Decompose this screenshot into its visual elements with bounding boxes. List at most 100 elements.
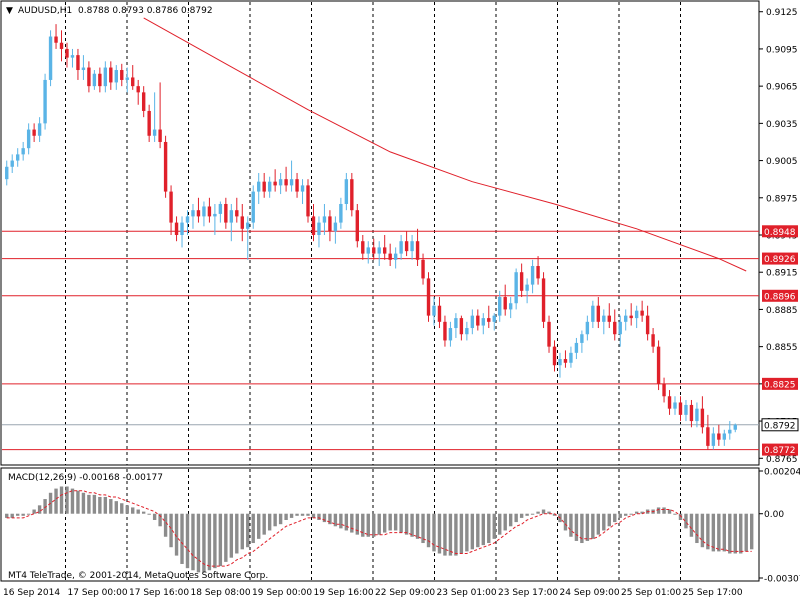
macd-histogram-bar	[393, 513, 398, 531]
macd-histogram-bar	[180, 513, 184, 564]
macd-histogram-bar	[344, 513, 349, 531]
candle-body	[662, 383, 666, 397]
macd-histogram-bar	[454, 513, 458, 556]
candle-body	[81, 67, 86, 71]
macd-histogram-bar	[43, 499, 47, 514]
macd-histogram-bar	[465, 513, 469, 552]
macd-histogram-bar	[289, 513, 294, 518]
macd-histogram-bar	[311, 513, 316, 518]
candle-body	[689, 404, 694, 422]
price-tick-label: 0.8885	[766, 306, 798, 316]
macd-histogram-bar	[131, 507, 135, 514]
candle-body	[454, 318, 458, 329]
candle-body	[585, 321, 590, 335]
candle-body	[191, 210, 195, 217]
macd-histogram-bar	[602, 513, 606, 531]
candle-body	[640, 310, 644, 316]
candle-body	[152, 129, 157, 136]
macd-histogram-bar	[37, 505, 42, 514]
symbol-header: AUDUSD,H1	[18, 6, 72, 16]
macd-histogram-bar	[317, 513, 321, 520]
price-tick-label: 0.9035	[766, 120, 798, 130]
macd-histogram-bar	[382, 513, 387, 533]
macd-histogram-bar	[739, 513, 743, 554]
candle-body	[613, 321, 617, 335]
candle-body	[114, 70, 118, 83]
candle-body	[224, 203, 228, 223]
candle-body	[410, 241, 414, 252]
candle-body	[366, 247, 370, 254]
macd-histogram-bar	[366, 513, 370, 537]
macd-histogram-bar	[470, 513, 475, 550]
candle-body	[54, 36, 58, 43]
macd-histogram-bar	[744, 513, 748, 552]
candle-body	[147, 110, 151, 136]
candle-body	[5, 166, 9, 180]
macd-histogram-bar	[333, 513, 338, 527]
candle-body	[536, 266, 540, 279]
macd-histogram-bar	[169, 513, 173, 548]
macd-histogram-bar	[163, 513, 168, 537]
macd-histogram-bar	[339, 513, 343, 529]
candle-body	[514, 272, 518, 304]
candle-body	[257, 181, 261, 192]
macd-histogram-bar	[32, 509, 36, 514]
candle-body	[218, 203, 223, 214]
macd-label: MACD(12,26,9) -0.00168 -0.00177	[8, 473, 163, 483]
macd-axis: 0.00204 0.00 -0.00307	[759, 468, 800, 585]
watermark-text: MT4 TeleTrade, © 2001-2014, MetaQuotes S…	[8, 571, 268, 581]
candle-body	[273, 181, 277, 186]
candle-body	[465, 328, 469, 335]
candle-body	[382, 247, 387, 254]
price-tick-label: 0.9095	[766, 45, 798, 55]
macd-histogram-bar	[678, 513, 683, 520]
candle-body	[498, 297, 502, 316]
macd-histogram-bar	[257, 513, 261, 539]
macd-histogram-bar	[218, 513, 223, 567]
candle-body	[503, 297, 507, 310]
macd-histogram-bar	[530, 513, 535, 515]
candle-body	[569, 352, 573, 363]
macd-histogram-bar	[70, 488, 75, 514]
macd-histogram-bar	[213, 513, 217, 569]
level-tag-label: 0.8926	[764, 255, 796, 265]
macd-histogram-bar	[355, 513, 360, 535]
candle-body	[399, 241, 403, 254]
header-arrow-icon[interactable]: ▼	[6, 6, 13, 16]
time-tick-label: 19 Sep 16:00	[314, 588, 374, 598]
candle-body	[470, 315, 475, 329]
candle-body	[278, 179, 283, 186]
candle-body	[563, 359, 568, 363]
macd-histogram-bar	[536, 511, 540, 514]
candle-body	[372, 247, 376, 254]
macd-histogram-bar	[267, 513, 272, 531]
candle-body	[673, 402, 677, 409]
level-tag-label: 0.8948	[764, 228, 796, 238]
candle-body	[711, 433, 716, 446]
candle-body	[558, 359, 562, 366]
candlesticks	[5, 24, 737, 450]
macd-histogram-bar	[109, 499, 113, 514]
candle-body	[624, 315, 628, 322]
price-tick-label: 0.8915	[766, 269, 798, 279]
macd-histogram-bar	[235, 513, 239, 554]
macd-histogram-bar	[81, 492, 86, 514]
candle-body	[432, 305, 436, 316]
candle-body	[76, 55, 80, 71]
macd-histogram-bar	[613, 513, 617, 523]
candle-body	[437, 305, 442, 322]
macd-histogram-bar	[377, 513, 381, 535]
candle-body	[547, 321, 551, 347]
time-tick-label: 19 Sep 00:00	[252, 588, 312, 598]
macd-histogram-bar	[487, 513, 491, 544]
candle-body	[404, 241, 409, 252]
macd-histogram-bar	[667, 509, 672, 514]
candle-body	[235, 210, 239, 217]
time-tick-label: 25 Sep 01:00	[621, 588, 681, 598]
candle-body	[602, 315, 606, 322]
candle-body	[361, 241, 365, 254]
macd-histogram-bar	[503, 513, 507, 531]
candle-body	[607, 315, 611, 322]
